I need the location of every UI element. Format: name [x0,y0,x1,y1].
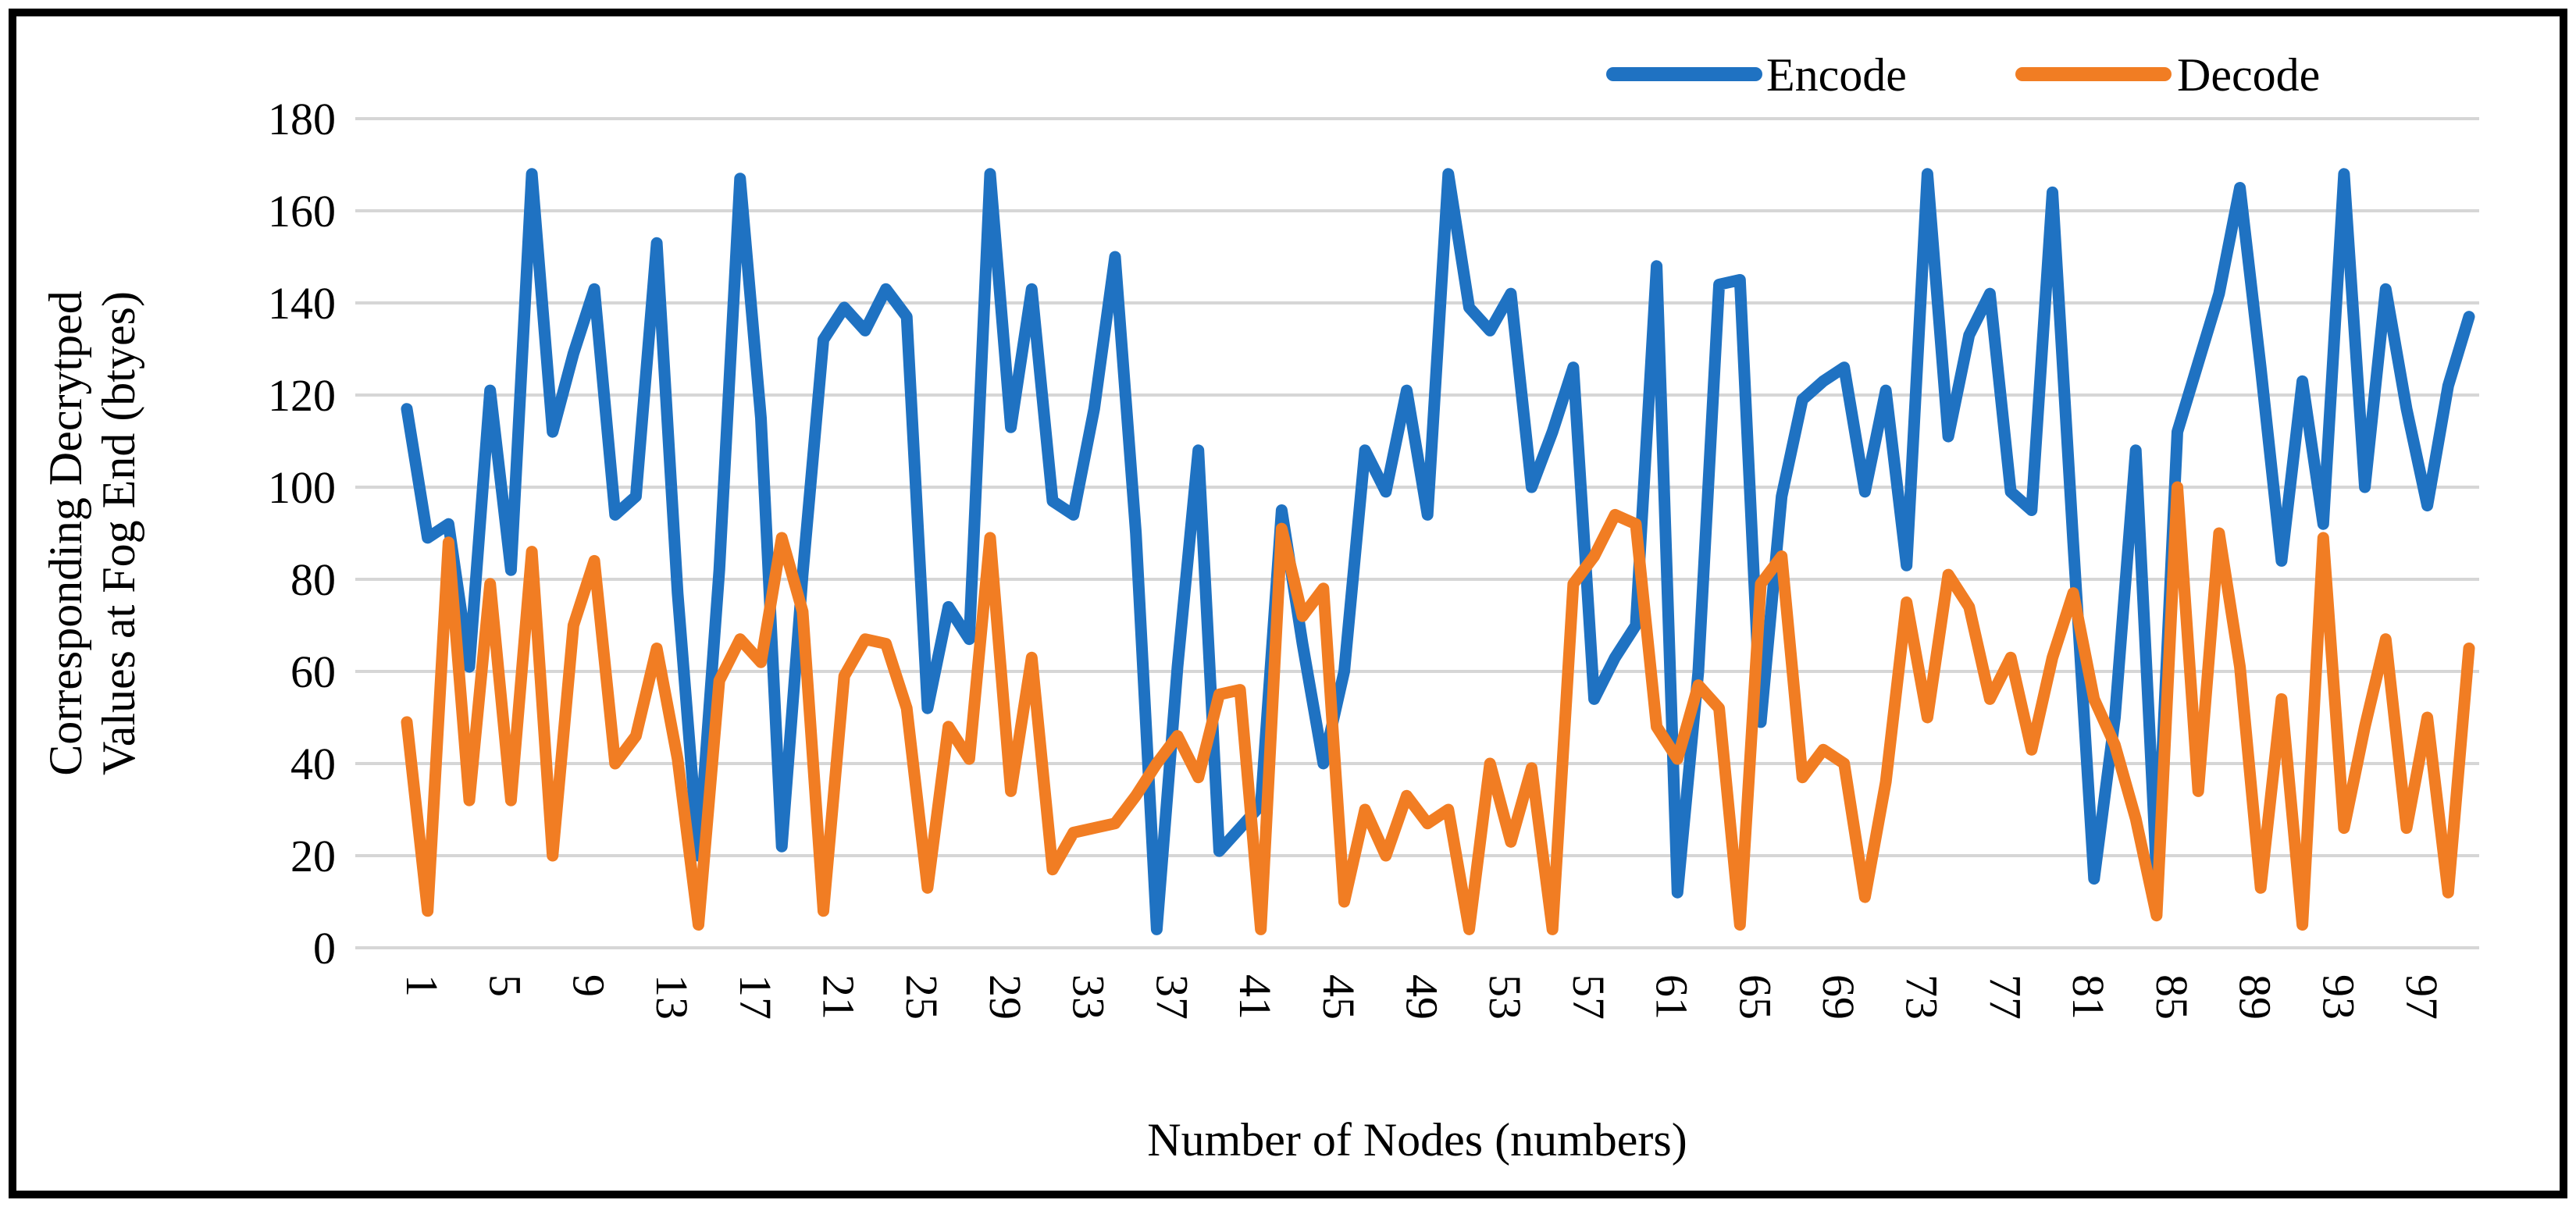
x-tick-label-61: 61 [1647,974,1698,1020]
x-tick-label-1: 1 [397,974,447,997]
x-tick-label-13: 13 [647,974,697,1020]
y-tick-label-120: 120 [268,370,336,421]
y-tick-label-140: 140 [268,278,336,329]
x-tick-label-29: 29 [980,974,1031,1020]
y-axis-tick-labels: 0 20 40 60 80 100 120 140 160 180 [268,94,336,974]
x-tick-label-33: 33 [1064,974,1114,1020]
encode-series-line [401,168,2475,935]
x-tick-label-17: 17 [730,974,781,1020]
x-tick-label-77: 77 [1979,974,2030,1020]
x-tick-label-45: 45 [1313,974,1364,1020]
x-tick-label-93: 93 [2313,974,2364,1020]
y-tick-label-20: 20 [290,831,336,881]
x-tick-label-69: 69 [1813,974,1864,1020]
y-axis-title-line2: Values at Fog End (btyes) [93,291,144,775]
x-tick-label-5: 5 [480,974,531,997]
x-tick-label-57: 57 [1563,974,1614,1020]
encode-legend-label: Encode [1766,49,1907,101]
x-tick-label-89: 89 [2230,974,2281,1020]
y-axis-title-line1: Corresponding Decrytped [40,290,91,776]
x-tick-label-41: 41 [1230,974,1281,1020]
x-tick-label-73: 73 [1897,974,1947,1020]
x-axis-tick-labels: 1 5 9 13 17 21 25 29 33 37 41 45 49 53 57 61 65 69 73 77 81 8… [397,974,2447,1020]
x-tick-label-25: 25 [896,974,947,1020]
x-tick-label-49: 49 [1396,974,1447,1020]
x-tick-label-65: 65 [1730,974,1780,1020]
y-tick-label-40: 40 [290,739,336,789]
decode-legend-label: Decode [2177,49,2320,101]
x-tick-label-97: 97 [2396,974,2447,1020]
y-tick-label-100: 100 [268,462,336,513]
x-tick-label-9: 9 [563,974,614,997]
x-tick-label-81: 81 [2063,974,2114,1020]
decode-series-line [401,481,2475,935]
y-tick-label-60: 60 [290,646,336,697]
y-tick-label-160: 160 [268,186,336,237]
legend: Encode Decode [1606,49,2320,101]
x-axis-title: Number of Nodes (numbers) [1147,1114,1687,1166]
x-tick-label-37: 37 [1146,974,1197,1020]
y-tick-label-0: 0 [313,923,336,974]
y-tick-label-180: 180 [268,94,336,144]
x-tick-label-53: 53 [1480,974,1530,1020]
x-tick-label-85: 85 [2147,974,2197,1020]
y-axis-title: Corresponding Decrytped Values at Fog En… [40,290,144,776]
x-tick-label-21: 21 [814,974,864,1020]
y-tick-label-80: 80 [290,554,336,605]
